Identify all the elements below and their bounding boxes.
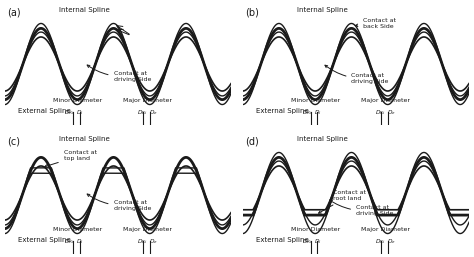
Text: (a): (a) [8,8,21,18]
Text: External Spline: External Spline [256,108,309,114]
Text: (d): (d) [246,137,259,147]
Text: Contact at
top land: Contact at top land [45,150,97,167]
Text: Minor Diameter: Minor Diameter [291,98,340,103]
Text: Minor Diameter: Minor Diameter [53,98,102,103]
Text: Internal Spline: Internal Spline [297,136,347,142]
Text: Contact at
root land: Contact at root land [319,190,366,213]
Text: Contact at
driving Side: Contact at driving Side [87,65,151,82]
Text: $D_{Ri}$  $D_i$: $D_{Ri}$ $D_i$ [302,237,322,246]
Text: Internal Spline: Internal Spline [297,7,347,13]
Text: Internal Spline: Internal Spline [59,7,109,13]
Text: Minor Diameter: Minor Diameter [291,227,340,232]
Text: Major Diameter: Major Diameter [361,227,410,232]
Text: Contact at
driving Side: Contact at driving Side [330,200,393,216]
Text: Contact at
driving Side: Contact at driving Side [87,194,151,211]
Text: Minor Diameter: Minor Diameter [53,227,102,232]
Text: Contact at
driving Side: Contact at driving Side [325,65,389,84]
Text: $D_{Ri}$  $D_i$: $D_{Ri}$ $D_i$ [302,108,322,117]
Text: Major Diameter: Major Diameter [361,98,410,103]
Text: $D_{Ri}$  $D_i$: $D_{Ri}$ $D_i$ [64,108,84,117]
Text: $D_{Ri}$  $D_e$: $D_{Ri}$ $D_e$ [137,108,158,117]
Text: $D_{Ri}$  $D_e$: $D_{Ri}$ $D_e$ [375,237,396,246]
Text: (b): (b) [246,8,259,18]
Text: $D_{Ri}$  $D_i$: $D_{Ri}$ $D_i$ [64,237,84,246]
Text: $D_{Ri}$  $D_e$: $D_{Ri}$ $D_e$ [375,108,396,117]
Text: External Spline: External Spline [256,237,309,243]
Text: (c): (c) [8,137,20,147]
Text: Internal Spline: Internal Spline [59,136,109,142]
Text: Major Diameter: Major Diameter [123,98,172,103]
Text: External Spline: External Spline [18,237,71,243]
Text: $D_{Ri}$  $D_e$: $D_{Ri}$ $D_e$ [137,237,158,246]
Text: Major Diameter: Major Diameter [123,227,172,232]
Text: External Spline: External Spline [18,108,71,114]
Text: Contact at
back Side: Contact at back Side [356,18,396,29]
